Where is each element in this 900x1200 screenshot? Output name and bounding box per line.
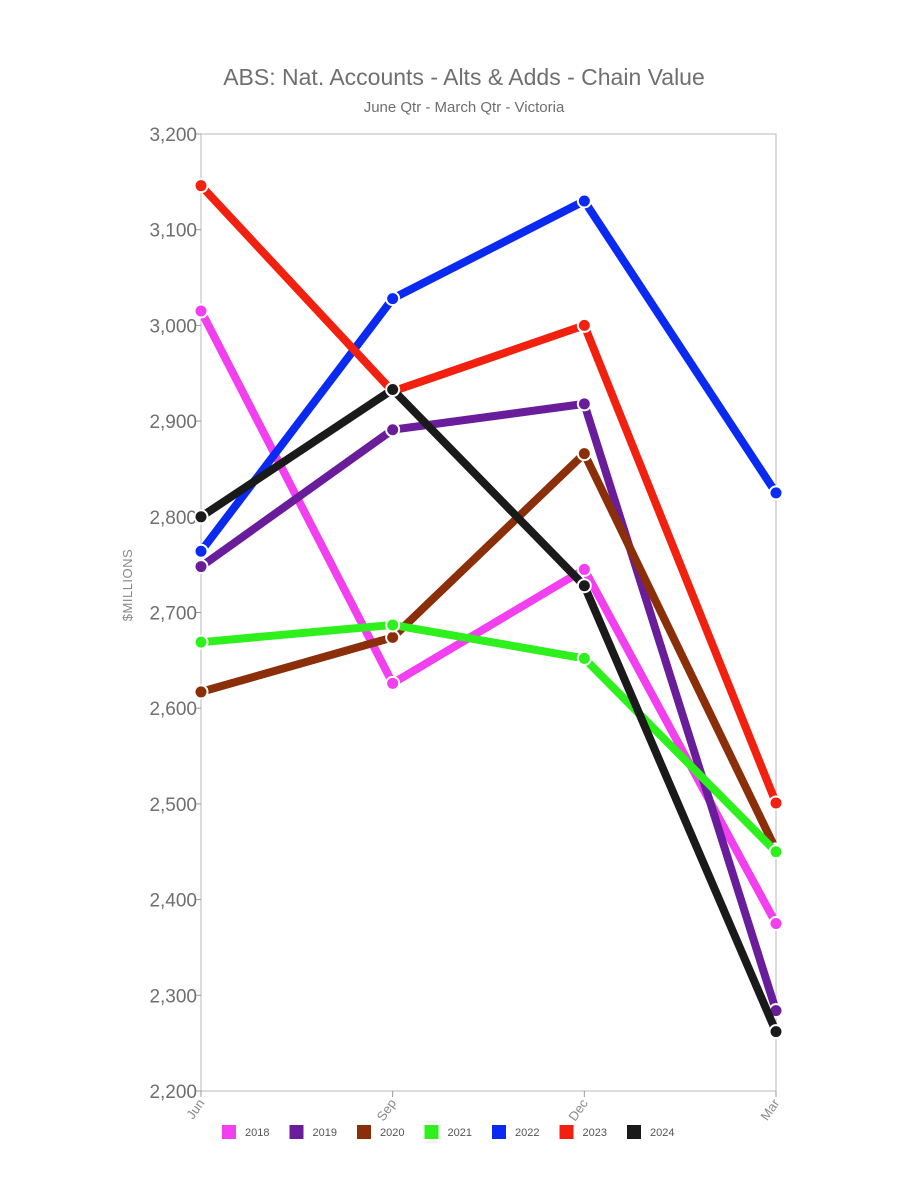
x-tick-label: Sep bbox=[374, 1096, 400, 1124]
y-tick-label: 3,200 bbox=[149, 125, 197, 146]
data-point bbox=[385, 617, 401, 633]
series-2021 bbox=[193, 617, 784, 860]
legend-item-2020: 2020 bbox=[357, 1125, 404, 1139]
series-2019 bbox=[193, 396, 784, 1019]
y-tick-label: 2,400 bbox=[149, 891, 197, 912]
legend-label: 2019 bbox=[313, 1127, 337, 1139]
legend-swatch bbox=[559, 1125, 574, 1139]
legend-item-2022: 2022 bbox=[492, 1125, 539, 1139]
legend-swatch bbox=[424, 1125, 439, 1139]
data-point bbox=[193, 634, 209, 650]
data-point bbox=[576, 561, 592, 577]
legend-label: 2021 bbox=[448, 1127, 472, 1139]
x-tick-label: Mar bbox=[757, 1096, 783, 1123]
x-tick-label: Dec bbox=[565, 1096, 591, 1124]
data-point bbox=[576, 193, 592, 209]
series-line bbox=[197, 385, 780, 1036]
data-point bbox=[768, 916, 784, 932]
series-line bbox=[197, 197, 780, 556]
y-axis: 2,200 2,300 2,400 2,500 2,600 2,700 2,800 2,900… bbox=[149, 125, 201, 1103]
data-point bbox=[768, 795, 784, 811]
series-line bbox=[197, 181, 780, 807]
legend-item-2019: 2019 bbox=[289, 1125, 337, 1139]
legend-swatch bbox=[492, 1125, 506, 1139]
data-point bbox=[385, 382, 401, 398]
y-tick-label: 2,200 bbox=[149, 1082, 197, 1103]
data-point bbox=[576, 396, 592, 412]
chart-title: ABS: Nat. Accounts - Alts & Adds - Chain… bbox=[223, 64, 705, 90]
legend-swatch bbox=[357, 1125, 371, 1139]
legend-swatch bbox=[222, 1125, 236, 1139]
legend-label: 2022 bbox=[515, 1127, 539, 1139]
x-axis: Jun Sep Dec Mar bbox=[183, 1091, 783, 1124]
legend-swatch bbox=[289, 1125, 304, 1139]
data-point bbox=[768, 844, 784, 860]
data-point bbox=[385, 675, 401, 691]
series-2022 bbox=[193, 193, 784, 559]
data-point bbox=[576, 578, 592, 594]
chart-subtitle: June Qtr - March Qtr - Victoria bbox=[364, 99, 565, 116]
data-point bbox=[193, 684, 209, 700]
data-point bbox=[193, 303, 209, 319]
series-line bbox=[197, 449, 780, 854]
y-axis-title: $MILLIONS bbox=[120, 549, 135, 621]
legend-item-2024: 2024 bbox=[627, 1125, 674, 1139]
y-tick-label: 2,700 bbox=[149, 604, 197, 625]
data-point bbox=[193, 509, 209, 525]
y-tick-label: 2,600 bbox=[149, 699, 197, 720]
data-point bbox=[576, 650, 592, 666]
data-point bbox=[576, 317, 592, 333]
data-point bbox=[385, 291, 401, 307]
y-tick-label: 2,800 bbox=[149, 508, 197, 529]
y-tick-label: 3,000 bbox=[149, 316, 197, 337]
legend: 2018 2019 2020 2021 2022 2023 2024 bbox=[222, 1125, 674, 1139]
data-point bbox=[768, 1024, 784, 1040]
series-line bbox=[197, 399, 780, 1015]
y-tick-label: 2,500 bbox=[149, 795, 197, 816]
data-point bbox=[385, 422, 401, 438]
legend-item-2018: 2018 bbox=[222, 1125, 269, 1139]
legend-swatch bbox=[627, 1125, 641, 1139]
series-2023 bbox=[193, 178, 784, 811]
data-point bbox=[193, 543, 209, 559]
data-point bbox=[768, 485, 784, 501]
data-point bbox=[193, 559, 209, 575]
y-tick-label: 3,100 bbox=[149, 221, 197, 242]
legend-label: 2020 bbox=[380, 1127, 404, 1139]
legend-label: 2023 bbox=[583, 1127, 607, 1139]
data-point bbox=[576, 446, 592, 462]
legend-label: 2018 bbox=[245, 1127, 269, 1139]
y-tick-label: 2,300 bbox=[149, 986, 197, 1007]
legend-label: 2024 bbox=[650, 1127, 674, 1139]
legend-item-2023: 2023 bbox=[559, 1125, 607, 1139]
series-line bbox=[197, 620, 780, 856]
data-point bbox=[385, 629, 401, 645]
data-point bbox=[193, 178, 209, 194]
series-layer bbox=[193, 178, 784, 1040]
legend-item-2021: 2021 bbox=[424, 1125, 472, 1139]
y-tick-label: 2,900 bbox=[149, 412, 197, 433]
series-2024 bbox=[193, 382, 784, 1040]
